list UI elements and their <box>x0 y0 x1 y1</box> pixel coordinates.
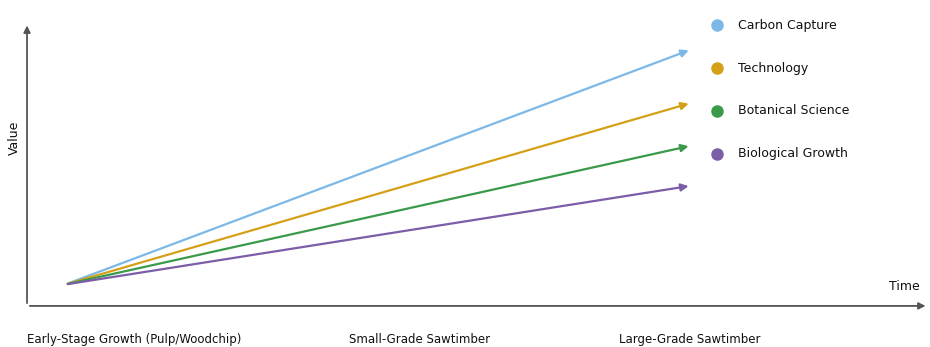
Text: Early-Stage Growth (Pulp/Woodchip): Early-Stage Growth (Pulp/Woodchip) <box>27 333 242 346</box>
Text: Carbon Capture: Carbon Capture <box>737 19 837 32</box>
Text: Technology: Technology <box>737 62 808 75</box>
Text: Biological Growth: Biological Growth <box>737 147 848 160</box>
Text: Time: Time <box>889 280 920 293</box>
Text: Small-Grade Sawtimber: Small-Grade Sawtimber <box>349 333 490 346</box>
Text: Large-Grade Sawtimber: Large-Grade Sawtimber <box>619 333 761 346</box>
Text: Botanical Science: Botanical Science <box>737 104 849 117</box>
Text: Value: Value <box>7 120 20 155</box>
